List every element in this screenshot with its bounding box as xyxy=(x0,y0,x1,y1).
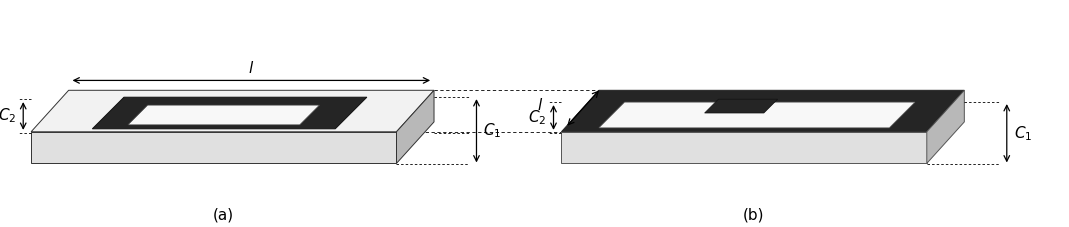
Text: (a): (a) xyxy=(213,208,234,223)
Text: (b): (b) xyxy=(743,208,764,223)
Polygon shape xyxy=(31,90,434,132)
Polygon shape xyxy=(31,132,397,163)
Text: $C_2$: $C_2$ xyxy=(0,107,16,125)
Polygon shape xyxy=(561,90,964,132)
Polygon shape xyxy=(92,97,367,129)
Polygon shape xyxy=(561,132,927,163)
Polygon shape xyxy=(599,102,915,128)
Polygon shape xyxy=(128,105,320,125)
Text: $l$: $l$ xyxy=(538,97,544,113)
Text: $C_2$: $C_2$ xyxy=(528,108,546,127)
Polygon shape xyxy=(927,90,964,163)
Text: $C_1$: $C_1$ xyxy=(1013,124,1032,143)
Polygon shape xyxy=(397,90,434,163)
Text: $C_1$: $C_1$ xyxy=(483,121,501,140)
Text: $l$: $l$ xyxy=(248,60,254,76)
Polygon shape xyxy=(704,99,777,113)
